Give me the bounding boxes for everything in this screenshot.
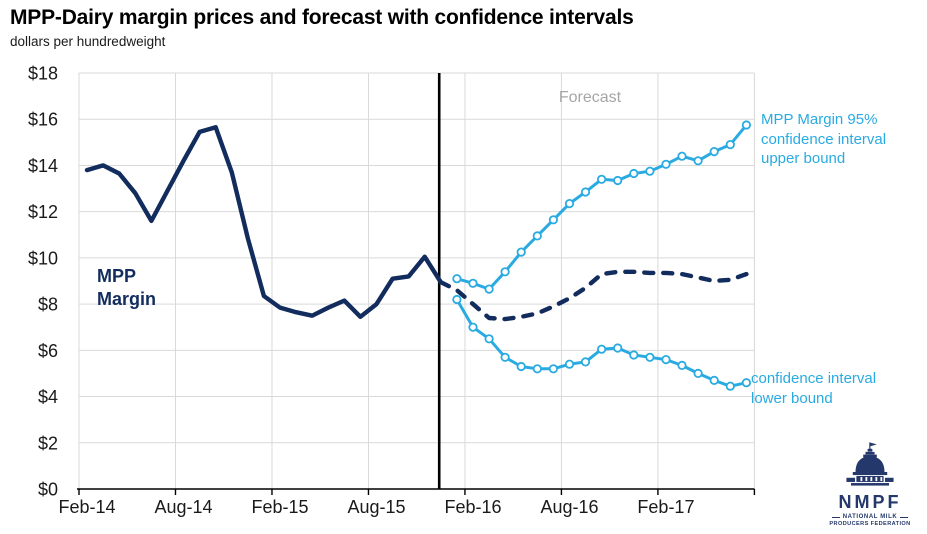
data-point-marker [580,187,591,197]
chart-title: MPP-Dairy margin prices and forecast wit… [10,6,634,29]
data-point-marker [548,215,559,225]
data-point-marker [596,344,607,354]
y-axis-tick-label: $12 [28,202,58,222]
data-point-marker [725,381,735,391]
data-point-marker [468,278,478,288]
lower-bound-series-label: confidence interval lower bound [751,370,877,407]
nmpf-logo-line1: NATIONAL MILK [842,514,898,520]
x-axis-tick-label: Aug-16 [540,497,598,517]
upper-bound-series-label: MPP Margin 95% confidence interval upper… [761,111,887,167]
x-axis-tick-label: Aug-14 [155,497,213,517]
data-point-marker [741,378,752,388]
x-axis-tick-label: Feb-16 [444,497,501,517]
data-point-marker [629,168,639,179]
data-point-marker [452,294,462,305]
logo-rule-right [900,516,909,518]
marker-layer [452,120,752,391]
data-point-marker [516,361,526,372]
mpp-margin-series-label: MPP Margin [97,266,157,309]
nmpf-logo-line1-row: NATIONAL MILK [826,514,914,520]
logo-rule-left [831,516,840,518]
x-axis-tick-label: Feb-15 [251,497,308,517]
series-line-1 [438,269,749,322]
data-point-marker [709,147,719,157]
y-axis-tick-label: $4 [38,387,58,407]
data-point-marker [693,368,703,378]
y-axis-tick-label: $14 [28,156,58,176]
data-point-marker [677,151,687,161]
data-point-marker [645,352,655,362]
data-point-marker [693,156,703,166]
data-point-marker [532,364,542,374]
data-point-marker [564,359,575,369]
data-point-marker [484,334,494,344]
y-axis-tick-label: $8 [38,295,58,315]
capitol-dome-icon [846,442,894,486]
data-point-marker [661,354,671,365]
x-axis-ticks [78,489,756,495]
nmpf-logo: NMPF NATIONAL MILK PRODUCERS FEDERATION [826,441,914,527]
data-point-marker [709,375,719,385]
data-point-marker [500,352,510,362]
data-point-marker [484,284,494,294]
x-axis-tick-label: Feb-17 [637,497,694,517]
x-axis-tick-label: Aug-15 [347,497,405,517]
data-point-marker [468,322,478,332]
data-point-marker [613,175,623,186]
data-point-marker [596,174,607,184]
series-line-2 [455,123,748,291]
gridlines [78,72,755,489]
data-point-marker [661,159,671,169]
y-axis-tick-label: $0 [38,480,58,500]
y-axis-tick-label: $10 [28,248,58,268]
forecast-region-label: Forecast [558,89,622,106]
nmpf-logo-line2: PRODUCERS FEDERATION [829,521,911,527]
y-axis-tick-label: $16 [28,110,58,130]
data-point-marker [500,267,510,277]
data-point-marker [516,247,526,257]
x-axis-tick-label: Feb-14 [59,497,116,517]
data-point-marker [564,199,575,209]
data-point-marker [532,231,542,241]
y-axis-tick-label: $18 [28,64,58,84]
data-point-marker [580,357,591,367]
data-point-marker [548,364,559,374]
data-point-marker [613,343,623,353]
data-point-marker [452,274,462,284]
nmpf-logo-acronym: NMPF [838,492,902,512]
y-axis-tick-label: $2 [38,433,58,453]
data-point-marker [741,120,752,130]
series-line-3 [455,298,748,388]
data-point-marker [677,360,687,370]
data-point-marker [725,140,735,150]
series-line-0 [84,125,443,319]
data-point-marker [629,350,639,360]
y-axis-tick-label: $6 [38,341,58,361]
data-point-marker [645,166,655,176]
chart-subtitle: dollars per hundredweight [10,34,166,49]
